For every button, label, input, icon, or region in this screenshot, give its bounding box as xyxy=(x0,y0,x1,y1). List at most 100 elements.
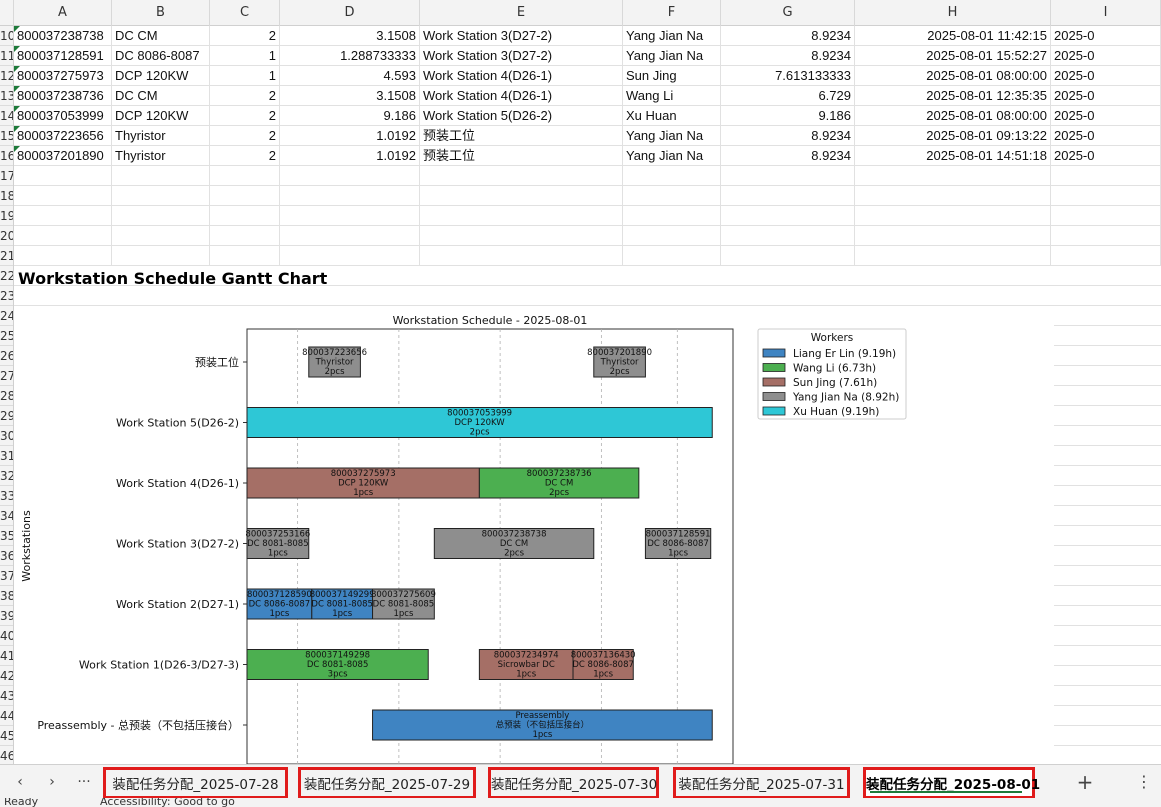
cell-a[interactable]: 800037128591 xyxy=(17,48,104,63)
cell-i[interactable]: 2025-0 xyxy=(1054,48,1095,63)
column-header-h[interactable]: H xyxy=(855,0,1051,26)
sheet-tab-3[interactable]: 装配任务分配_2025-07-30 xyxy=(488,767,659,799)
cell-f[interactable]: Yang Jian Na xyxy=(626,128,704,143)
cell-a[interactable]: 800037238738 xyxy=(17,28,104,43)
cell-i[interactable]: 2025-0 xyxy=(1054,28,1095,43)
cell-f[interactable]: Yang Jian Na xyxy=(626,28,704,43)
cell-h[interactable]: 2025-08-01 08:00:00 xyxy=(926,68,1047,83)
cell-f[interactable]: Sun Jing xyxy=(626,68,677,83)
cell-i[interactable]: 2025-0 xyxy=(1054,88,1095,103)
cell-b[interactable]: DCP 120KW xyxy=(115,108,189,123)
cell-h[interactable]: 2025-08-01 09:13:22 xyxy=(926,128,1047,143)
cell-a[interactable]: 800037053999 xyxy=(17,108,104,123)
cell-f[interactable]: Yang Jian Na xyxy=(626,48,704,63)
row-header-44[interactable]: 44 xyxy=(0,706,13,726)
cell-c[interactable]: 1 xyxy=(268,48,276,63)
prev-sheet-button[interactable]: ‹ xyxy=(17,774,23,790)
sheet-tab-2[interactable]: 装配任务分配_2025-07-29 xyxy=(298,767,476,799)
cell-c[interactable]: 2 xyxy=(268,108,276,123)
row-header-36[interactable]: 36 xyxy=(0,546,13,566)
row-header-21[interactable]: 21 xyxy=(0,246,13,266)
row-header-24[interactable]: 24 xyxy=(0,306,13,326)
row-header-13[interactable]: 13 xyxy=(0,86,13,106)
row-header-41[interactable]: 41 xyxy=(0,646,13,666)
cell-i[interactable]: 2025-0 xyxy=(1054,108,1095,123)
row-header-18[interactable]: 18 xyxy=(0,186,13,206)
cell-d[interactable]: 3.1508 xyxy=(376,88,416,103)
cell-b[interactable]: DC 8086-8087 xyxy=(115,48,200,63)
cell-f[interactable]: Wang Li xyxy=(626,88,674,103)
cell-c[interactable]: 2 xyxy=(268,148,276,163)
row-header-22[interactable]: 22 xyxy=(0,266,13,286)
cell-g[interactable]: 8.9234 xyxy=(811,28,851,43)
column-header-i[interactable]: I xyxy=(1051,0,1161,26)
cell-b[interactable]: DC CM xyxy=(115,88,158,103)
row-header-40[interactable]: 40 xyxy=(0,626,13,646)
row-header-26[interactable]: 26 xyxy=(0,346,13,366)
row-header-42[interactable]: 42 xyxy=(0,666,13,686)
cell-e[interactable]: 预装工位 xyxy=(423,128,476,143)
column-header-a[interactable]: A xyxy=(14,0,112,26)
cell-e[interactable]: Work Station 3(D27-2) xyxy=(423,28,553,43)
cell-f[interactable]: Yang Jian Na xyxy=(626,148,704,163)
sheet-tab-5[interactable]: 装配任务分配_2025-08-01 xyxy=(863,767,1040,799)
row-header-28[interactable]: 28 xyxy=(0,386,13,406)
select-all-corner[interactable] xyxy=(0,0,14,26)
row-header-20[interactable]: 20 xyxy=(0,226,13,246)
cell-g[interactable]: 7.613133333 xyxy=(775,68,851,83)
row-header-29[interactable]: 29 xyxy=(0,406,13,426)
cell-b[interactable]: Thyristor xyxy=(115,148,166,163)
row-header-12[interactable]: 12 xyxy=(0,66,13,86)
cell-d[interactable]: 1.0192 xyxy=(376,128,416,143)
cell-d[interactable]: 4.593 xyxy=(383,68,416,83)
cell-d[interactable]: 1.0192 xyxy=(376,148,416,163)
row-header-38[interactable]: 38 xyxy=(0,586,13,606)
row-header-45[interactable]: 45 xyxy=(0,726,13,746)
cell-h[interactable]: 2025-08-01 14:51:18 xyxy=(926,148,1047,163)
section-title[interactable]: Workstation Schedule Gantt Chart xyxy=(18,269,328,288)
sheet-tab-4[interactable]: 装配任务分配_2025-07-31 xyxy=(673,767,850,799)
cell-i[interactable]: 2025-0 xyxy=(1054,68,1095,83)
cell-c[interactable]: 2 xyxy=(268,88,276,103)
cell-e[interactable]: 预装工位 xyxy=(423,148,476,163)
cell-h[interactable]: 2025-08-01 08:00:00 xyxy=(926,108,1047,123)
cell-i[interactable]: 2025-0 xyxy=(1054,128,1095,143)
gantt-chart[interactable]: Workstation Schedule - 2025-08-01 Worksta… xyxy=(14,306,1054,766)
cell-c[interactable]: 1 xyxy=(268,68,276,83)
cell-c[interactable]: 2 xyxy=(268,28,276,43)
cell-h[interactable]: 2025-08-01 11:42:15 xyxy=(927,28,1047,43)
column-header-g[interactable]: G xyxy=(721,0,855,26)
cell-d[interactable]: 9.186 xyxy=(383,108,416,123)
cell-d[interactable]: 3.1508 xyxy=(376,28,416,43)
row-header-39[interactable]: 39 xyxy=(0,606,13,626)
cell-b[interactable]: DCP 120KW xyxy=(115,68,189,83)
row-header-19[interactable]: 19 xyxy=(0,206,13,226)
cell-i[interactable]: 2025-0 xyxy=(1054,148,1095,163)
row-header-10[interactable]: 10 xyxy=(0,26,13,46)
cell-h[interactable]: 2025-08-01 15:52:27 xyxy=(926,48,1047,63)
row-header-37[interactable]: 37 xyxy=(0,566,13,586)
row-header-34[interactable]: 34 xyxy=(0,506,13,526)
more-sheets-button[interactable]: ··· xyxy=(77,774,91,790)
cell-a[interactable]: 800037275973 xyxy=(17,68,104,83)
cell-c[interactable]: 2 xyxy=(268,128,276,143)
row-header-27[interactable]: 27 xyxy=(0,366,13,386)
column-header-f[interactable]: F xyxy=(623,0,721,26)
row-header-14[interactable]: 14 xyxy=(0,106,13,126)
column-header-e[interactable]: E xyxy=(420,0,623,26)
cell-b[interactable]: DC CM xyxy=(115,28,158,43)
row-header-32[interactable]: 32 xyxy=(0,466,13,486)
cell-e[interactable]: Work Station 3(D27-2) xyxy=(423,48,553,63)
cell-g[interactable]: 8.9234 xyxy=(811,128,851,143)
cell-g[interactable]: 6.729 xyxy=(818,88,851,103)
cell-g[interactable]: 8.9234 xyxy=(811,148,851,163)
row-header-30[interactable]: 30 xyxy=(0,426,13,446)
row-header-33[interactable]: 33 xyxy=(0,486,13,506)
cell-g[interactable]: 9.186 xyxy=(818,108,851,123)
row-header-16[interactable]: 16 xyxy=(0,146,13,166)
row-header-35[interactable]: 35 xyxy=(0,526,13,546)
row-header-31[interactable]: 31 xyxy=(0,446,13,466)
row-header-11[interactable]: 11 xyxy=(0,46,13,66)
row-header-46[interactable]: 46 xyxy=(0,746,13,766)
accessibility-status[interactable]: Accessibility: Good to go xyxy=(100,798,235,807)
